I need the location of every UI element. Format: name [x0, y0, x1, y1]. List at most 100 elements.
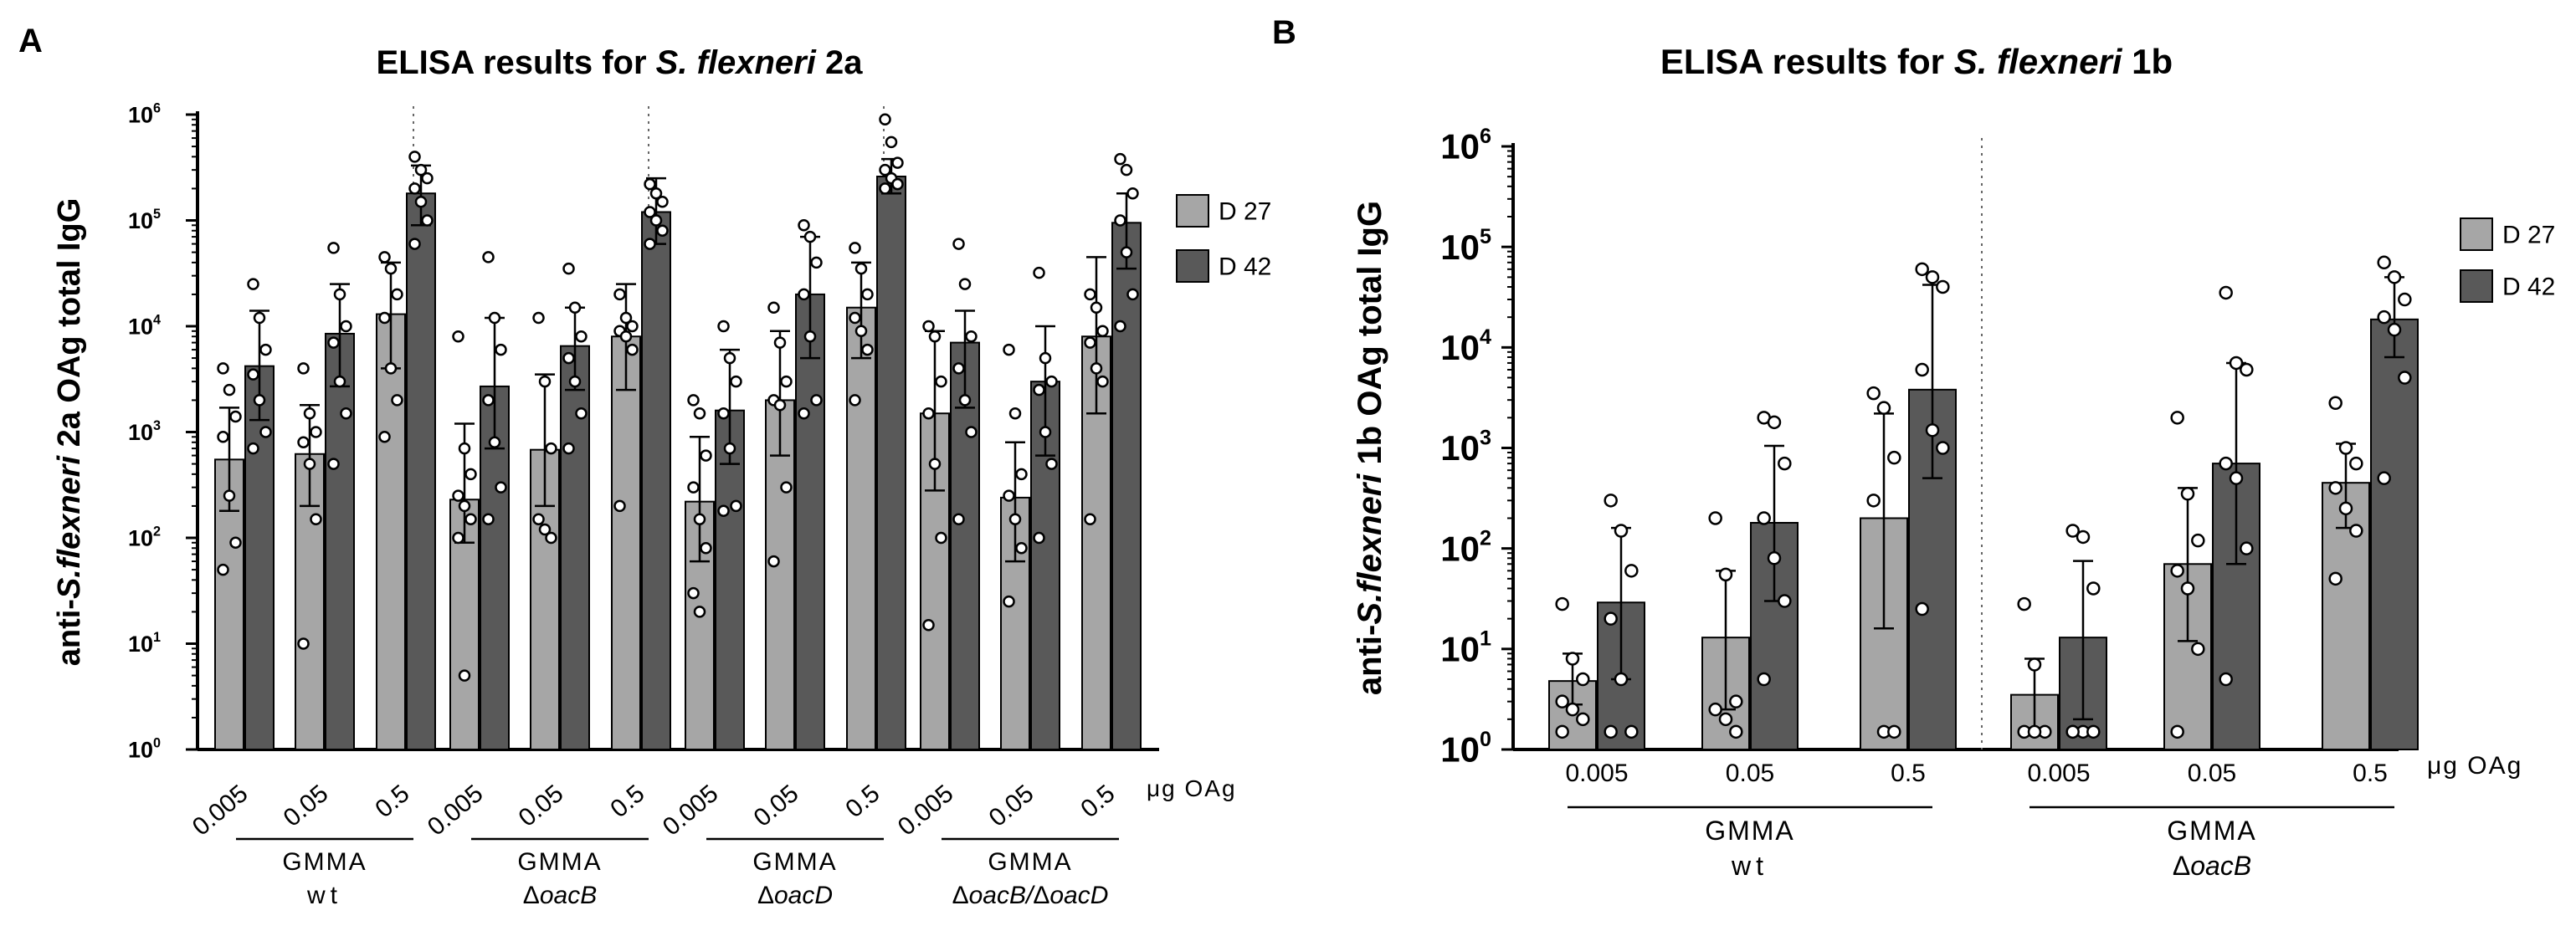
panel-letter: B [1272, 14, 1296, 51]
y-tick-label-text: 102 [1440, 526, 1491, 568]
group: 0.005 0.05 0.5 GMMA ΔoacB [2010, 255, 2419, 881]
y-tick-label: 105 [128, 207, 161, 233]
y-tick-label-base: 10 [128, 525, 153, 550]
y-tick-label: 100 [128, 735, 161, 762]
legend-label: D 42 [2502, 274, 2555, 301]
y-tick-label-text: 101 [128, 630, 161, 657]
y-tick-label-text: 104 [128, 312, 161, 339]
y-tick-label-base: 10 [128, 102, 153, 127]
chart-title-part: ELISA results for [1660, 42, 1954, 81]
data-point [2328, 481, 2343, 495]
y-axis-label: anti-S.flexneri 2a OAg total IgG [52, 198, 87, 667]
data-point [1876, 401, 1891, 415]
data-point [223, 489, 236, 502]
data-point [452, 531, 464, 545]
y-tick-label: 101 [1440, 627, 1491, 669]
data-point [780, 375, 793, 388]
data-point [1045, 458, 1058, 470]
data-point [303, 458, 316, 470]
group-sub: wt [306, 882, 342, 909]
data-point [700, 542, 712, 555]
data-point [1096, 325, 1109, 338]
data-point [656, 224, 669, 238]
data-point [1624, 564, 1639, 578]
y-tick-label-text: 100 [128, 735, 161, 762]
y-axis-label-part: S.flexneri [1352, 473, 1388, 625]
data-point [1936, 279, 1950, 294]
data-point [378, 431, 391, 443]
data-point [562, 262, 575, 275]
group: 0.005 0.05 0.5 GMMA wt [1548, 262, 1957, 881]
group-sub-text: oacB/ [969, 882, 1035, 909]
dose-label: 0.005 [423, 780, 489, 841]
data-point [1925, 270, 1940, 284]
group-sub-text: wt [306, 882, 342, 909]
bar [325, 332, 355, 750]
bar [611, 335, 641, 750]
data-point [2338, 441, 2353, 455]
data-point [2086, 581, 2101, 596]
data-point [649, 214, 663, 227]
data-point [928, 330, 942, 343]
data-point [1936, 441, 1950, 455]
data-point [259, 426, 272, 438]
group-sub: ΔoacB [523, 882, 597, 909]
data-point [482, 394, 495, 407]
chart-title: ELISA results for S. flexneri 2a [377, 44, 864, 81]
y-tick-label: 103 [128, 418, 161, 445]
data-point [767, 301, 780, 314]
bar [641, 211, 671, 750]
data-point [259, 343, 272, 356]
dose-label: 0.05 [279, 780, 334, 832]
y-tick-label-base: 10 [128, 737, 153, 762]
data-point [644, 206, 656, 218]
data-point [849, 394, 861, 407]
data-point [1120, 246, 1133, 258]
y-tick-label-exp: 1 [1480, 627, 1491, 651]
y-axis-label-part: anti- [52, 599, 87, 666]
dose-label: 0.05 [984, 780, 1039, 832]
data-point [1915, 362, 1929, 377]
data-point [1090, 362, 1103, 375]
y-tick-label-text: 100 [1440, 728, 1491, 770]
data-point [687, 586, 700, 600]
y-tick-label-base: 10 [128, 208, 153, 233]
data-point [2377, 309, 2391, 325]
y-tick-label-exp: 4 [153, 312, 161, 327]
group-name: GMMA [1705, 816, 1795, 846]
data-point [2170, 724, 2184, 739]
data-point [1565, 652, 1580, 666]
data-point [730, 499, 742, 513]
data-point [644, 238, 656, 250]
group-sub: ΔoacD [757, 882, 833, 909]
data-point [730, 375, 742, 388]
data-point [1008, 407, 1022, 420]
data-point [717, 504, 730, 517]
dose-label: 0.05 [2188, 760, 2236, 787]
data-point [1084, 288, 1096, 301]
data-point [247, 442, 259, 455]
data-point [303, 407, 316, 420]
data-point [223, 383, 236, 396]
data-point [2387, 322, 2402, 337]
y-axis-label-part: anti- [1352, 625, 1388, 695]
data-point [1576, 712, 1590, 727]
data-point [2338, 501, 2353, 516]
data-point [2349, 524, 2363, 538]
data-point [482, 513, 495, 525]
y-tick-label: 100 [1440, 728, 1491, 770]
data-point [879, 163, 891, 176]
data-point [656, 195, 669, 208]
y-axis-label: anti-S.flexneri 1b OAg total IgG [1352, 201, 1388, 695]
data-point [1033, 383, 1045, 396]
data-point [879, 113, 891, 126]
y-tick-label-exp: 3 [153, 418, 161, 433]
data-point [849, 242, 861, 254]
y-tick-label-text: 101 [1440, 627, 1491, 669]
data-point [649, 187, 663, 200]
y-tick-label-exp: 5 [153, 207, 161, 222]
data-point [810, 256, 823, 269]
dose-label: 0.05 [749, 780, 804, 832]
data-point [619, 311, 633, 325]
